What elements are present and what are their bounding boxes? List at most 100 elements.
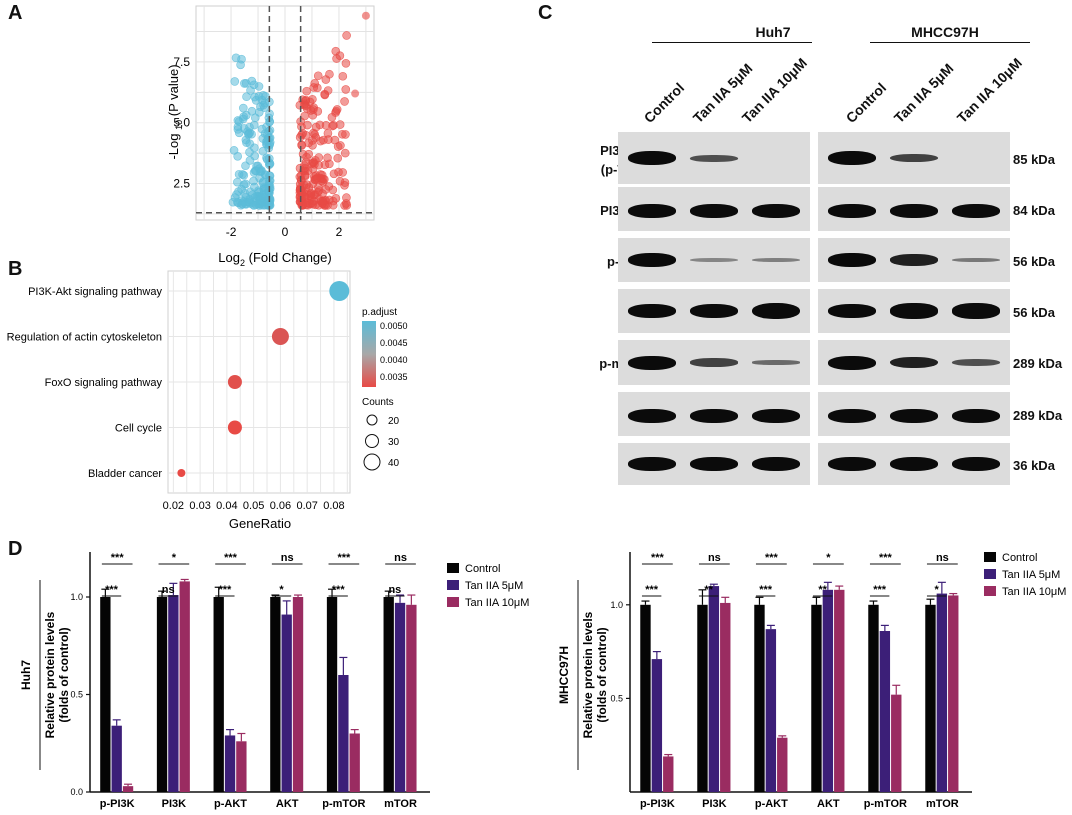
bar: [936, 593, 948, 792]
volcano-point: [318, 189, 327, 198]
bar: [811, 604, 822, 792]
blot-band: [890, 254, 938, 266]
volcano-point: [302, 86, 311, 96]
counts-legend-title: Counts: [362, 397, 394, 408]
bar: [879, 631, 891, 792]
western-blot-panel: Huh7 MHCC97H Control Tan IIA 5μM Tan IIA 1…: [580, 0, 1072, 500]
bar-chart-mhcc97h: 0.5 1.0 MHCC97H Relative protein levels (fol…: [557, 552, 1066, 810]
pathway-dot: [227, 375, 242, 389]
blot-band: [828, 355, 876, 370]
volcano-point: [333, 153, 343, 163]
bar: [168, 595, 179, 792]
bar: [281, 614, 292, 792]
volcano-xtick: -2: [226, 225, 237, 239]
blot-band: [952, 409, 1000, 424]
bar: [640, 604, 651, 792]
blot-band: [690, 154, 738, 162]
kda-label: 56 kDa: [1013, 253, 1055, 269]
y-tick-label: 0.5: [610, 693, 623, 703]
significance-label: ***: [765, 552, 779, 564]
blot-band: [952, 359, 1000, 366]
dot-xtick: 0.05: [243, 500, 264, 512]
bar: [156, 597, 168, 792]
volcano-point: [233, 197, 242, 207]
lane-label-mhcc97h: Control: [842, 79, 890, 126]
blot-strip-huh7: [618, 187, 810, 231]
bar: [891, 694, 902, 792]
kda-label: 85 kDa: [1013, 151, 1055, 167]
y-tick-label: 0.0: [70, 787, 83, 797]
significance-label: ns: [162, 584, 175, 596]
group-label-huh7: Huh7: [755, 24, 791, 40]
blot-band: [952, 204, 1000, 219]
panel-label-a: A: [8, 2, 23, 24]
significance-label: ***: [337, 552, 351, 564]
volcano-ytick: 7.5: [173, 55, 190, 69]
volcano-point: [341, 85, 351, 94]
volcano-points: [228, 11, 370, 210]
legend-label: Control: [1002, 552, 1037, 564]
dot-xtick: 0.02: [163, 500, 184, 512]
volcano-point: [328, 200, 338, 210]
volcano-point: [233, 177, 242, 187]
significance-label: ***: [759, 584, 773, 596]
volcano-point: [247, 129, 256, 139]
y-label-cellline: MHCC97H: [557, 646, 571, 704]
y-label-group: MHCC97H Relative protein levels (folds of …: [557, 580, 609, 770]
enrichment-dot-plot: PI3K-Akt signaling pathway Regulation of …: [7, 270, 408, 531]
blot-strip-mhcc97h: [818, 392, 1010, 436]
blot-strip-huh7: [618, 443, 810, 485]
category-label: mTOR: [926, 798, 959, 810]
blot-band: [752, 360, 800, 365]
bar: [720, 602, 731, 792]
volcano-point: [242, 138, 251, 147]
volcano-point: [327, 113, 337, 122]
counts-legend-circle: [365, 434, 379, 448]
volcano-point: [234, 128, 244, 138]
significance-label: ns: [281, 552, 294, 564]
blot-band: [690, 409, 738, 424]
volcano-point: [261, 92, 270, 101]
volcano-point: [319, 135, 328, 145]
dot-xtick: 0.03: [189, 500, 210, 512]
blot-band: [890, 457, 938, 471]
blot-strip-mhcc97h: [818, 238, 1010, 282]
volcano-point: [297, 122, 306, 131]
dot-xtick: 0.08: [323, 500, 344, 512]
significance-label: *: [935, 584, 940, 596]
dot-xtick: 0.06: [270, 500, 291, 512]
blot-band: [890, 204, 938, 219]
pathway-label: Bladder cancer: [88, 468, 162, 480]
pathway-dot: [177, 469, 186, 477]
blot-band: [890, 356, 938, 369]
dot-xlabel: GeneRatio: [229, 516, 291, 531]
volcano-point: [300, 192, 309, 201]
volcano-point: [239, 103, 248, 113]
category-label: AKT: [817, 798, 840, 810]
blot-strip-huh7: [618, 392, 810, 436]
counts-legend-circle: [363, 453, 381, 471]
bar-chart-huh7: 0.0 0.5 1.0 Huh7 Relative protein levels (fol…: [19, 552, 529, 810]
volcano-xlabel: Log2 (Fold Change): [218, 250, 331, 268]
significance-label: ***: [111, 552, 125, 564]
blot-band: [952, 258, 1000, 262]
blot-band: [752, 204, 800, 219]
padjust-tick: 0.0045: [380, 338, 408, 348]
volcano-point: [255, 195, 265, 205]
dot-marks: [177, 281, 350, 477]
lane-label-huh7: Control: [640, 79, 688, 126]
bar: [663, 756, 674, 792]
volcano-point: [230, 77, 240, 86]
bar: [765, 629, 777, 792]
volcano-point: [302, 152, 311, 162]
bar: [122, 786, 134, 792]
lane-label-mhcc97h: Tan IIA 10μM: [953, 54, 1025, 126]
blot-band: [752, 302, 800, 320]
blot-band: [628, 151, 676, 165]
volcano-point: [256, 102, 265, 112]
blot-strip-mhcc97h: [818, 340, 1010, 385]
blot-strip-mhcc97h: [818, 443, 1010, 485]
significance-label: ***: [218, 584, 232, 596]
pathway-dot: [227, 420, 242, 435]
blot-band: [828, 304, 876, 318]
